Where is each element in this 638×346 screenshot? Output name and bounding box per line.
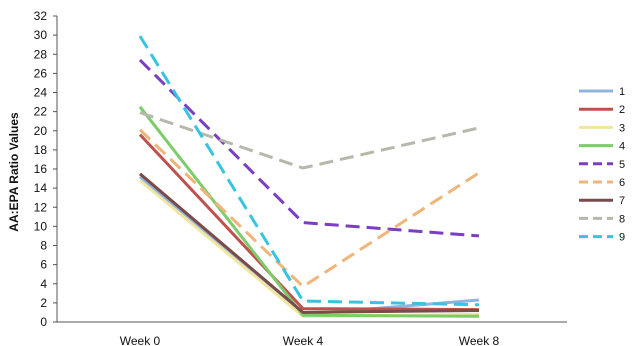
series-line-1: [139, 175, 480, 316]
series-line-5: [138, 58, 480, 238]
series-line-6: [138, 128, 480, 289]
legend-label: 2: [619, 104, 625, 116]
x-tick-label: Week 8: [459, 334, 500, 346]
x-tick-label: Week 0: [120, 334, 161, 346]
series-line-4: [138, 105, 480, 318]
x-tick-label: Week 4: [283, 334, 324, 346]
y-tick-label: 28: [34, 47, 48, 61]
y-tick-label: 12: [34, 200, 48, 214]
y-tick-label: 2: [40, 296, 47, 310]
y-tick-label: 14: [34, 181, 48, 195]
legend-label: 8: [619, 213, 625, 225]
legend-label: 5: [619, 159, 625, 171]
y-tick-label: 26: [34, 66, 48, 80]
y-axis-label: AA:EPA Ratio Values: [7, 112, 21, 232]
legend-label: 9: [619, 232, 625, 244]
series-line-7: [139, 172, 480, 314]
series-line-3: [139, 179, 480, 318]
y-tick-label: 10: [34, 219, 48, 233]
legend-label: 3: [619, 122, 625, 134]
series-line-8: [139, 111, 480, 170]
series-line-2: [138, 133, 480, 312]
series-line-9: [138, 35, 480, 307]
legend-label: 6: [619, 177, 625, 189]
legend-label: 1: [619, 86, 625, 98]
y-tick-label: 32: [34, 9, 48, 23]
y-tick-label: 20: [34, 124, 48, 138]
y-tick-label: 18: [34, 143, 48, 157]
legend-label: 4: [619, 141, 625, 153]
y-tick-label: 22: [34, 105, 48, 119]
y-tick-label: 8: [40, 239, 47, 253]
legend: 1 2 3 4 5 6 7 8 9: [579, 86, 625, 244]
y-tick-label: 24: [34, 86, 48, 100]
legend-label: 7: [619, 195, 625, 207]
y-tick-label: 0: [40, 315, 47, 329]
y-tick-label: 30: [34, 28, 48, 42]
y-tick-label: 4: [40, 277, 47, 291]
y-tick-label: 6: [40, 258, 47, 272]
series-layer: [138, 35, 480, 318]
x-axis: Week 0 Week 4 Week 8: [57, 321, 567, 346]
y-tick-label: 16: [34, 162, 48, 176]
